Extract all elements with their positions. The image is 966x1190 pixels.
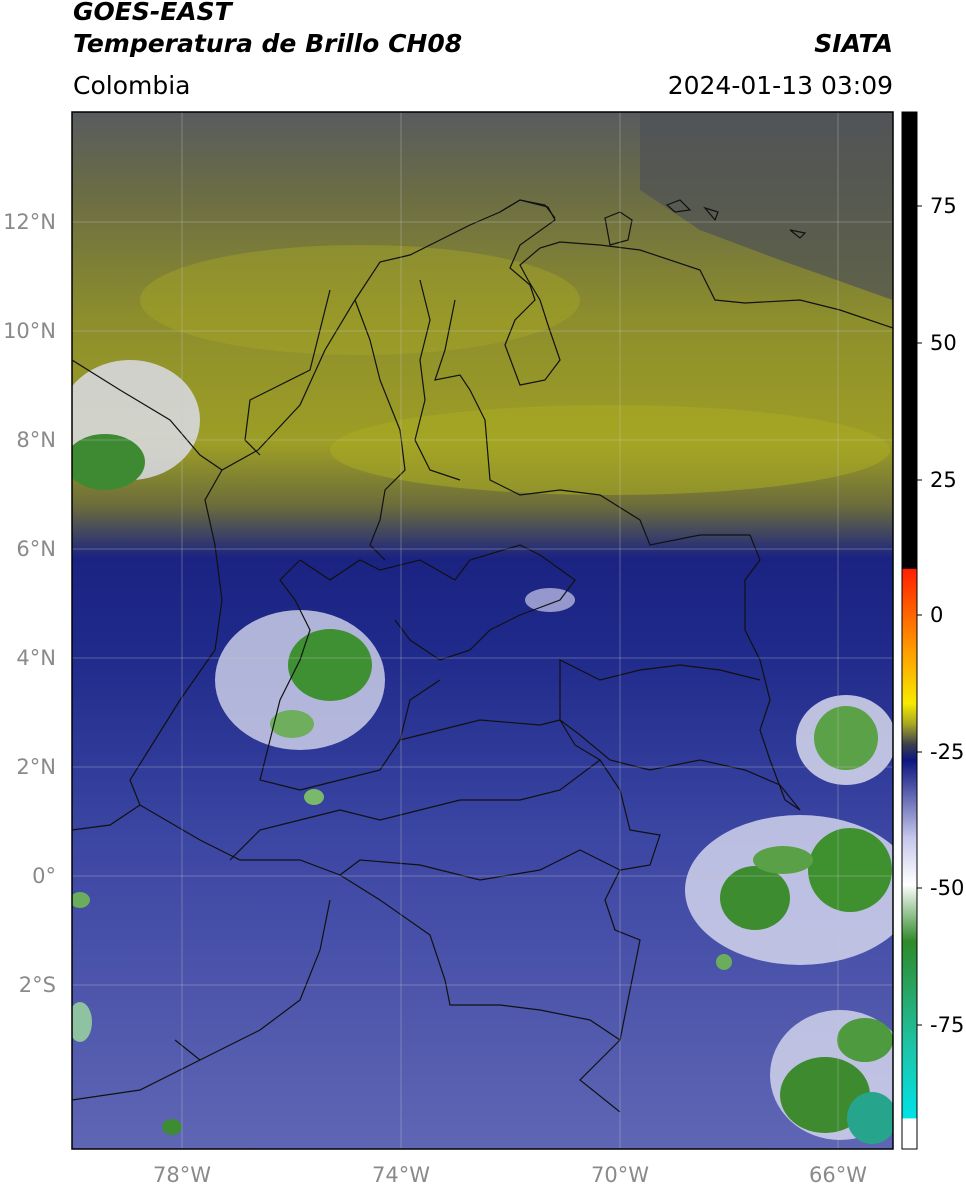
island <box>703 206 719 222</box>
timestamp-label: 2024-01-13 03:09 <box>667 71 893 100</box>
colorbar <box>901 111 918 1150</box>
cold-cloud-core <box>716 954 732 970</box>
cold-cloud-core <box>304 789 324 805</box>
caribbean-coastline <box>257 199 893 451</box>
department-border <box>414 279 461 481</box>
cold-cloud-core <box>72 892 90 908</box>
map-frame <box>71 111 894 1150</box>
satellite-title: GOES-EAST <box>73 0 232 26</box>
cold-cloud-core <box>808 828 892 912</box>
lat-label: 2°S <box>18 973 56 997</box>
island <box>665 199 692 213</box>
colorbar-tick-label: 75 <box>930 194 957 218</box>
colorbar-tick-label: 25 <box>930 468 957 492</box>
department-border <box>229 759 601 861</box>
brand-label: SIATA <box>814 29 893 58</box>
lon-label: 66°W <box>809 1163 867 1187</box>
lat-label: 2°N <box>16 755 56 779</box>
department-border <box>299 544 576 661</box>
department-border <box>339 849 621 881</box>
lat-label: 6°N <box>16 537 56 561</box>
graticule <box>72 112 893 1149</box>
pacific-coastline <box>72 469 223 831</box>
cold-cloud-core <box>72 1002 92 1042</box>
cloud-top <box>525 588 575 612</box>
borders <box>72 199 893 1113</box>
lat-label: 10°N <box>3 319 56 343</box>
map-background <box>72 112 893 1149</box>
cold-cloud-core <box>288 629 372 701</box>
guajira-coast <box>499 199 556 219</box>
panama-coastline <box>72 359 259 471</box>
cloud-features <box>72 112 893 1144</box>
cold-cloud-core <box>847 1092 893 1144</box>
region-label: Colombia <box>73 71 191 100</box>
colorbar-ticks <box>917 205 922 1026</box>
lat-label: 4°N <box>16 646 56 670</box>
lon-label: 74°W <box>372 1163 430 1187</box>
cold-cloud-core <box>720 866 790 930</box>
cold-cloud-core <box>837 1018 893 1062</box>
department-border <box>399 719 561 741</box>
cold-cloud-core <box>72 434 145 490</box>
lon-label: 78°W <box>153 1163 211 1187</box>
department-border <box>354 299 406 561</box>
colorbar-tick-label: 50 <box>930 331 957 355</box>
lat-label: 0° <box>32 864 56 888</box>
department-border <box>244 289 331 456</box>
warm-band <box>330 405 890 495</box>
department-border <box>259 559 311 791</box>
cold-cloud-core <box>814 706 878 770</box>
island <box>789 229 807 239</box>
cold-cloud-core <box>753 846 813 874</box>
island <box>604 211 633 246</box>
ecuador-peru-border <box>72 899 331 1101</box>
lat-label: 12°N <box>3 210 56 234</box>
warm-band <box>140 245 580 355</box>
venezuela-border <box>434 299 801 811</box>
department-border <box>174 1039 201 1061</box>
cold-cloud-core <box>162 1119 182 1135</box>
lat-label: 8°N <box>16 428 56 452</box>
cold-cloud-core <box>270 710 314 738</box>
product-title: Temperatura de Brillo CH08 <box>73 29 463 58</box>
colorbar-tick-label: -75 <box>930 1013 965 1037</box>
department-border <box>299 679 441 791</box>
lon-label: 70°W <box>591 1163 649 1187</box>
colorbar-tick-label: -25 <box>930 740 965 764</box>
cold-sea-region <box>640 112 893 300</box>
colombia-south-border <box>139 804 621 1113</box>
colorbar-tick-label: 0 <box>930 603 944 627</box>
interior-border <box>559 659 801 811</box>
colorbar-tick-label: -50 <box>930 876 965 900</box>
